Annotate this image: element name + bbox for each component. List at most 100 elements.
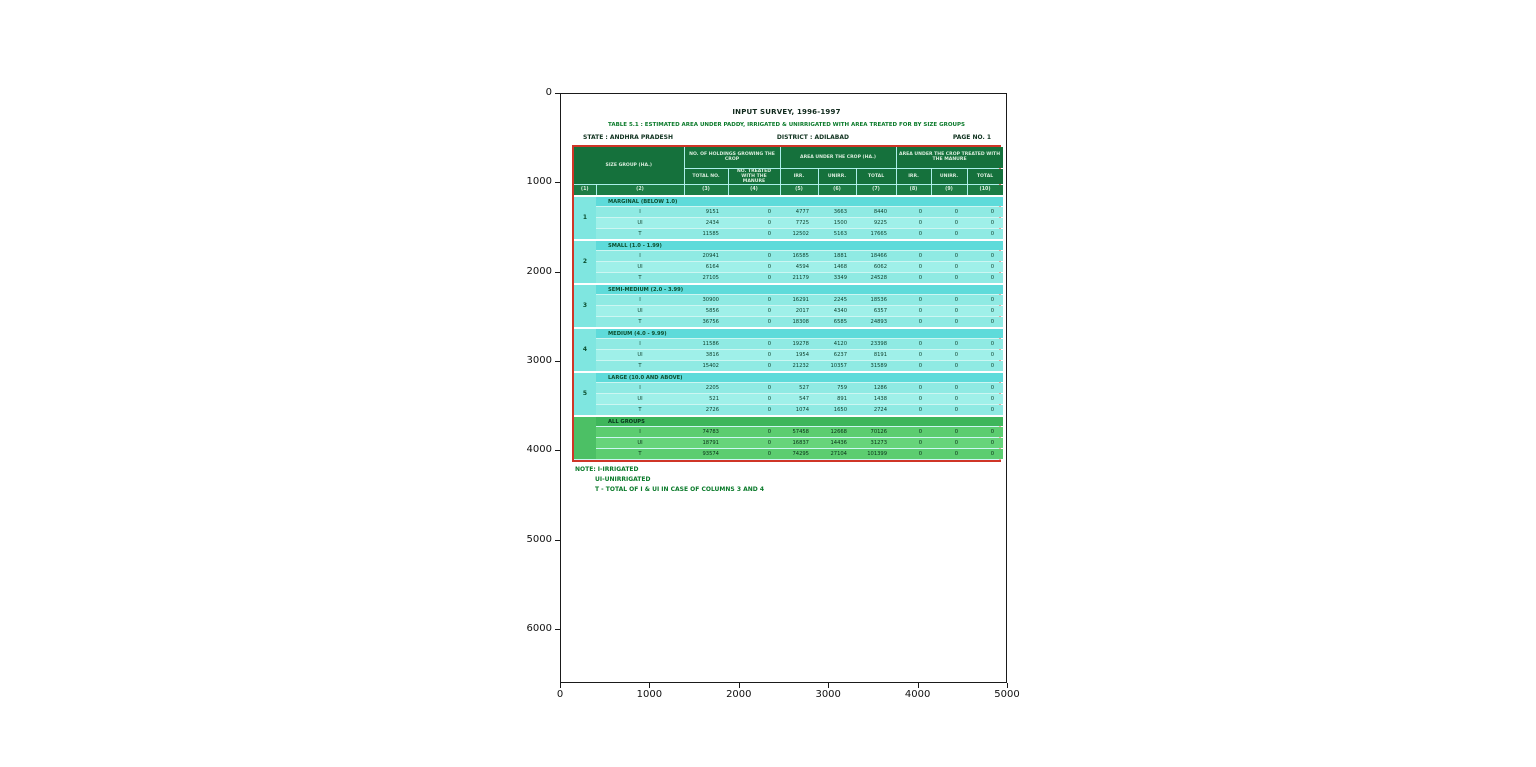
table-cell: 27105 bbox=[684, 272, 728, 285]
x-tick-label: 2000 bbox=[726, 689, 752, 700]
table-cell: 0 bbox=[728, 261, 780, 274]
scan-subtitle: TABLE 5.1 : ESTIMATED AREA UNDER PADDY, … bbox=[608, 122, 965, 128]
table-cell: 12502 bbox=[780, 228, 818, 241]
table-cell: 0 bbox=[931, 404, 968, 417]
table-cell: 0 bbox=[967, 382, 1004, 395]
irrigation-code-cell: UI bbox=[596, 217, 684, 230]
table-cell: 10357 bbox=[818, 360, 856, 373]
irrigation-code-cell: UI bbox=[596, 305, 684, 318]
table-cell: 759 bbox=[818, 382, 856, 395]
group-sno-cell bbox=[574, 414, 596, 461]
irrigation-code-cell: I bbox=[596, 426, 684, 439]
x-tick-mark bbox=[560, 683, 561, 688]
table-cell: 18466 bbox=[856, 250, 897, 263]
page-no-label: PAGE NO. 1 bbox=[952, 134, 991, 141]
table-row: T 36756 0 18308 6585 24893 0 0 0 bbox=[574, 316, 1004, 329]
group-label-row: 5 LARGE (10.0 AND ABOVE) bbox=[574, 370, 1004, 417]
y-tick-label: 2000 bbox=[526, 265, 552, 277]
table-cell: 0 bbox=[967, 437, 1004, 450]
table-cell: 11586 bbox=[684, 338, 728, 351]
table-cell: 18536 bbox=[856, 294, 897, 307]
table-row: UI 521 0 547 891 1438 0 0 0 bbox=[574, 393, 1004, 406]
header-row-col-numbers: (1) (2) (3) (4) (5) (6) (7) (8) (9) (10) bbox=[574, 184, 1004, 197]
header-area-treated: AREA UNDER THE CROP TREATED WITH THE MAN… bbox=[896, 147, 1004, 169]
table-cell: 0 bbox=[967, 393, 1004, 406]
irrigation-code-cell: T bbox=[596, 448, 684, 461]
header-subhead: IRR. bbox=[780, 168, 819, 186]
irrigation-code-cell: UI bbox=[596, 261, 684, 274]
header-col-number: (2) bbox=[596, 184, 685, 197]
table-cell: 0 bbox=[728, 272, 780, 285]
table-cell: 0 bbox=[728, 316, 780, 329]
irrigation-code-cell: I bbox=[596, 382, 684, 395]
group-label-row: 1 MARGINAL (BELOW 1.0) bbox=[574, 194, 1004, 241]
y-tick-label: 1000 bbox=[526, 176, 552, 188]
header-col-number: (1) bbox=[574, 184, 597, 197]
table-cell: 0 bbox=[896, 382, 932, 395]
table-cell: 3816 bbox=[684, 349, 728, 362]
table-cell: 0 bbox=[931, 217, 968, 230]
group-label-cell: SEMI-MEDIUM (2.0 - 3.99) bbox=[596, 282, 1004, 296]
header-row-subheads: TOTAL NO. NO. TREATED WITH THE MANURE IRR.… bbox=[574, 168, 1004, 186]
table-cell: 4340 bbox=[818, 305, 856, 318]
header-size-group: SIZE GROUP (HA.) bbox=[574, 147, 685, 186]
table-cell: 0 bbox=[728, 338, 780, 351]
table-cell: 0 bbox=[931, 206, 968, 219]
table-header: SIZE GROUP (HA.) NO. OF HOLDINGS GROWING … bbox=[574, 147, 1004, 197]
table-cell: 30900 bbox=[684, 294, 728, 307]
header-subhead: TOTAL bbox=[856, 168, 897, 186]
group-label-row: 2 SMALL (1.0 - 1.99) bbox=[574, 238, 1004, 285]
x-tick-label: 0 bbox=[556, 689, 564, 700]
table-cell: 9225 bbox=[856, 217, 897, 230]
table-row: I 30900 0 16291 2245 18536 0 0 0 bbox=[574, 294, 1004, 307]
table-cell: 0 bbox=[967, 448, 1004, 461]
table-cell: 0 bbox=[931, 437, 968, 450]
table-cell: 0 bbox=[931, 349, 968, 362]
table-cell: 0 bbox=[896, 305, 932, 318]
table-cell: 0 bbox=[896, 206, 932, 219]
table-cell: 1074 bbox=[780, 404, 818, 417]
table-cell: 101399 bbox=[856, 448, 897, 461]
table-cell: 4777 bbox=[780, 206, 818, 219]
survey-table: SIZE GROUP (HA.) NO. OF HOLDINGS GROWING … bbox=[574, 147, 1004, 461]
header-subhead: UNIRR. bbox=[931, 168, 968, 186]
table-cell: 0 bbox=[896, 272, 932, 285]
header-holdings: NO. OF HOLDINGS GROWING THE CROP bbox=[684, 147, 781, 169]
irrigation-code-cell: UI bbox=[596, 349, 684, 362]
table-cell: 0 bbox=[728, 206, 780, 219]
table-cell: 70126 bbox=[856, 426, 897, 439]
y-tick-label: 0 bbox=[545, 87, 552, 98]
table-cell: 8440 bbox=[856, 206, 897, 219]
irrigation-code-cell: I bbox=[596, 294, 684, 307]
table-cell: 21179 bbox=[780, 272, 818, 285]
irrigation-code-cell: T bbox=[596, 272, 684, 285]
table-cell: 5856 bbox=[684, 305, 728, 318]
table-cell: 1881 bbox=[818, 250, 856, 263]
table-cell: 36756 bbox=[684, 316, 728, 329]
group-label-row: 4 MEDIUM (4.0 - 9.99) bbox=[574, 326, 1004, 373]
table-cell: 0 bbox=[896, 404, 932, 417]
group-label-cell: SMALL (1.0 - 1.99) bbox=[596, 238, 1004, 252]
table-cell: 0 bbox=[728, 305, 780, 318]
table-cell: 4594 bbox=[780, 261, 818, 274]
table-cell: 31589 bbox=[856, 360, 897, 373]
group-sno-cell: 2 bbox=[574, 238, 596, 285]
header-col-number: (4) bbox=[728, 184, 781, 197]
group-label-row: ALL GROUPS bbox=[574, 414, 1004, 461]
table-cell: 12668 bbox=[818, 426, 856, 439]
state-label: STATE : ANDHRA PRADESH bbox=[583, 134, 673, 141]
district-label: DISTRICT : ADILABAD bbox=[776, 134, 849, 141]
group-label-cell: ALL GROUPS bbox=[596, 414, 1004, 428]
table-cell: 16837 bbox=[780, 437, 818, 450]
group-sno-cell: 4 bbox=[574, 326, 596, 373]
table-cell: 16291 bbox=[780, 294, 818, 307]
table-cell: 20941 bbox=[684, 250, 728, 263]
table-cell: 0 bbox=[896, 393, 932, 406]
table-cell: 0 bbox=[967, 261, 1004, 274]
y-tick-mark bbox=[555, 271, 560, 273]
table-cell: 6062 bbox=[856, 261, 897, 274]
table-cell: 74295 bbox=[780, 448, 818, 461]
y-tick-label: 4000 bbox=[526, 444, 552, 456]
table-row: T 27105 0 21179 3349 24528 0 0 0 bbox=[574, 272, 1004, 285]
